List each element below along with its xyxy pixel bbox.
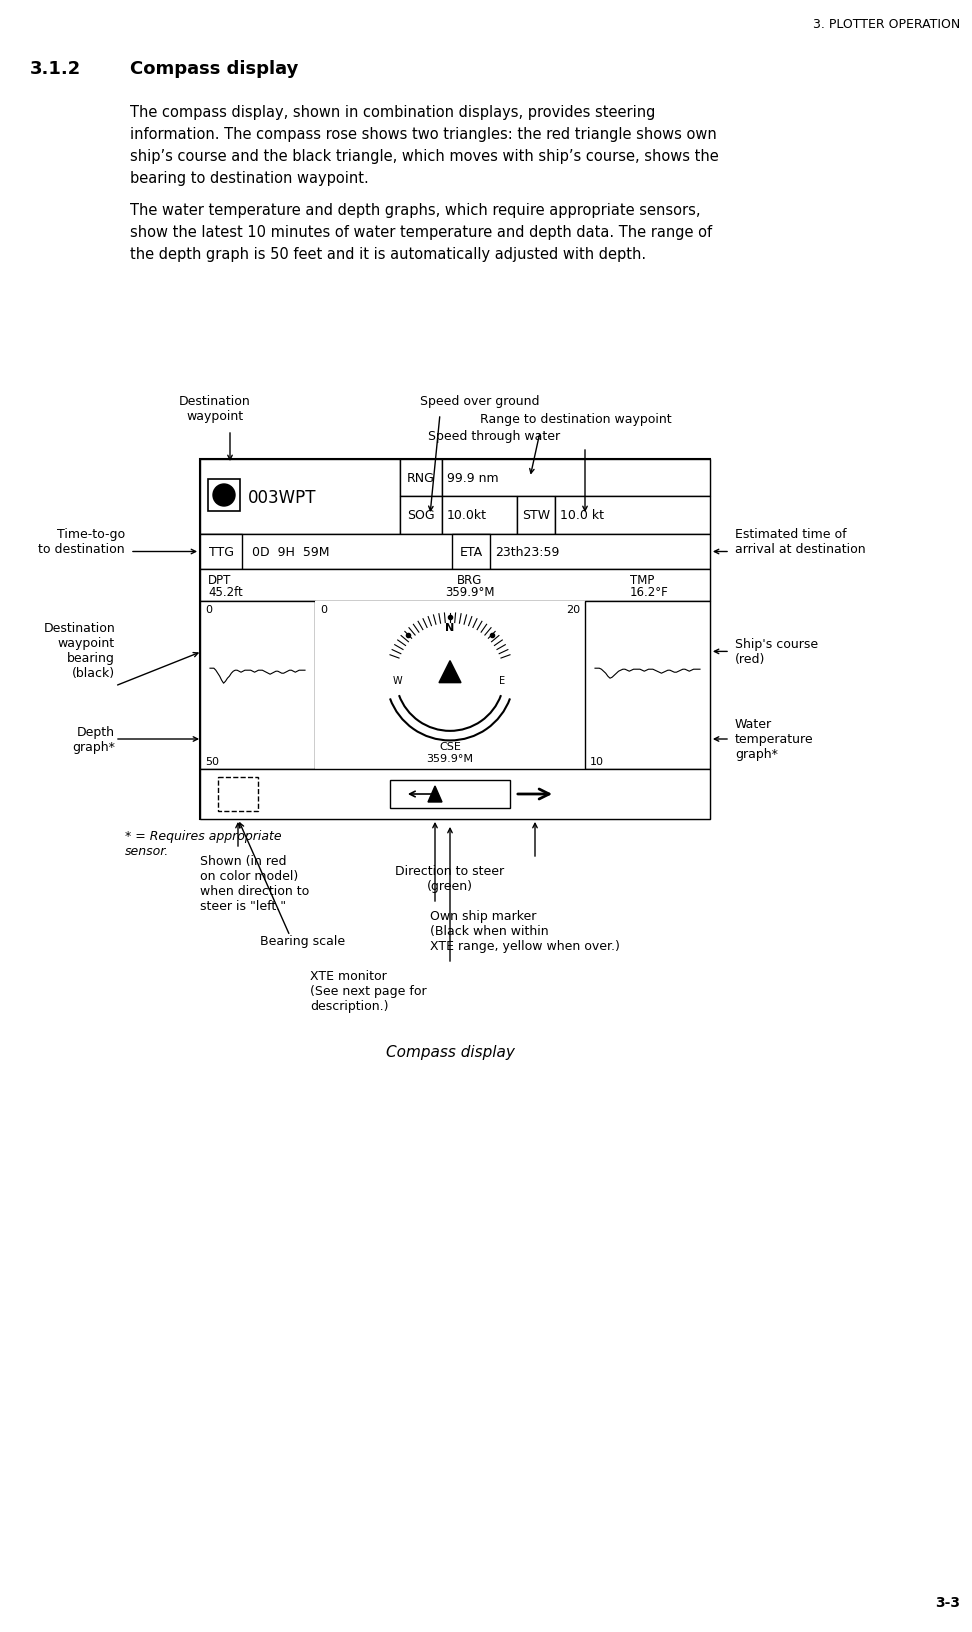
Text: Time-to-go
to destination: Time-to-go to destination — [38, 529, 125, 557]
Text: 003WPT: 003WPT — [248, 488, 317, 506]
Text: 0: 0 — [205, 604, 212, 615]
Text: Estimated time of
arrival at destination: Estimated time of arrival at destination — [735, 529, 866, 557]
Bar — [390, 780, 510, 808]
Text: BRG: BRG — [457, 574, 483, 586]
Text: 16.2°F: 16.2°F — [630, 586, 669, 599]
Bar — [200, 535, 242, 570]
Text: STW: STW — [522, 509, 550, 522]
Bar — [200, 535, 710, 570]
Bar — [315, 602, 585, 770]
Text: E: E — [500, 676, 505, 685]
Text: N: N — [445, 622, 455, 633]
Polygon shape — [428, 787, 442, 803]
Bar — [400, 496, 442, 535]
Bar — [208, 480, 240, 512]
Text: 45.2ft: 45.2ft — [208, 586, 243, 599]
Bar — [200, 602, 315, 770]
Bar — [200, 570, 710, 602]
Text: 3-3: 3-3 — [935, 1594, 960, 1609]
Text: 3.1.2: 3.1.2 — [30, 60, 82, 78]
Text: Compass display: Compass display — [386, 1044, 514, 1059]
Text: 23th23:59: 23th23:59 — [495, 545, 559, 558]
Text: Range to destination waypoint: Range to destination waypoint — [480, 413, 672, 426]
Text: CSE: CSE — [439, 741, 461, 752]
Text: XTE monitor
(See next page for
description.): XTE monitor (See next page for descripti… — [310, 969, 427, 1012]
Text: The compass display, shown in combination displays, provides steering: The compass display, shown in combinatio… — [130, 104, 655, 119]
Text: Destination
waypoint
bearing
(black): Destination waypoint bearing (black) — [43, 622, 115, 679]
Text: 10.0kt: 10.0kt — [447, 509, 487, 522]
Bar — [200, 460, 710, 819]
Text: Speed through water: Speed through water — [428, 429, 560, 442]
Text: information. The compass rose shows two triangles: the red triangle shows own: information. The compass rose shows two … — [130, 127, 716, 142]
Text: bearing to destination waypoint.: bearing to destination waypoint. — [130, 171, 368, 186]
Text: Water
temperature
graph*: Water temperature graph* — [735, 718, 814, 761]
Text: * = Requires appropriate
sensor.: * = Requires appropriate sensor. — [125, 829, 282, 857]
Text: ship’s course and the black triangle, which moves with ship’s course, shows the: ship’s course and the black triangle, wh… — [130, 149, 718, 163]
Bar — [200, 460, 400, 535]
Text: Compass display: Compass display — [130, 60, 298, 78]
Bar — [442, 460, 710, 496]
Text: 0: 0 — [320, 604, 327, 615]
Text: ETA: ETA — [460, 545, 482, 558]
Text: 20: 20 — [566, 604, 580, 615]
Text: Destination
waypoint: Destination waypoint — [179, 395, 251, 423]
Text: 0D  9H  59M: 0D 9H 59M — [252, 545, 330, 558]
Bar — [200, 770, 710, 819]
Text: 10: 10 — [590, 757, 604, 767]
Polygon shape — [439, 661, 461, 684]
Text: Shown (in red
on color model)
when direction to
steer is "left.": Shown (in red on color model) when direc… — [200, 855, 309, 912]
Text: RNG: RNG — [407, 472, 434, 485]
Bar — [555, 496, 710, 535]
Text: 3. PLOTTER OPERATION: 3. PLOTTER OPERATION — [813, 18, 960, 31]
Text: Own ship marker
(Black when within
XTE range, yellow when over.): Own ship marker (Black when within XTE r… — [430, 909, 620, 953]
Text: the depth graph is 50 feet and it is automatically adjusted with depth.: the depth graph is 50 feet and it is aut… — [130, 246, 646, 261]
Text: DPT: DPT — [208, 574, 231, 586]
Text: 359.9°M: 359.9°M — [445, 586, 495, 599]
Text: SOG: SOG — [407, 509, 434, 522]
Text: show the latest 10 minutes of water temperature and depth data. The range of: show the latest 10 minutes of water temp… — [130, 225, 712, 240]
Circle shape — [213, 485, 235, 506]
Text: Bearing scale: Bearing scale — [260, 935, 345, 948]
Text: Direction to steer
(green): Direction to steer (green) — [396, 865, 504, 893]
Text: Speed over ground: Speed over ground — [420, 395, 539, 408]
Text: 50: 50 — [205, 757, 219, 767]
Text: W: W — [393, 676, 402, 685]
Text: Depth
graph*: Depth graph* — [72, 726, 115, 754]
Text: 10.0 kt: 10.0 kt — [560, 509, 604, 522]
Text: 99.9 nm: 99.9 nm — [447, 472, 499, 485]
Bar — [442, 496, 517, 535]
Bar — [218, 777, 258, 811]
Bar — [585, 602, 710, 770]
Text: The water temperature and depth graphs, which require appropriate sensors,: The water temperature and depth graphs, … — [130, 202, 701, 217]
Text: TMP: TMP — [630, 574, 654, 586]
Bar — [400, 460, 442, 496]
Text: 359.9°M: 359.9°M — [427, 754, 473, 764]
Text: TTG: TTG — [209, 545, 233, 558]
Bar — [517, 496, 555, 535]
Bar — [452, 535, 490, 570]
Text: Ship's course
(red): Ship's course (red) — [735, 638, 818, 666]
